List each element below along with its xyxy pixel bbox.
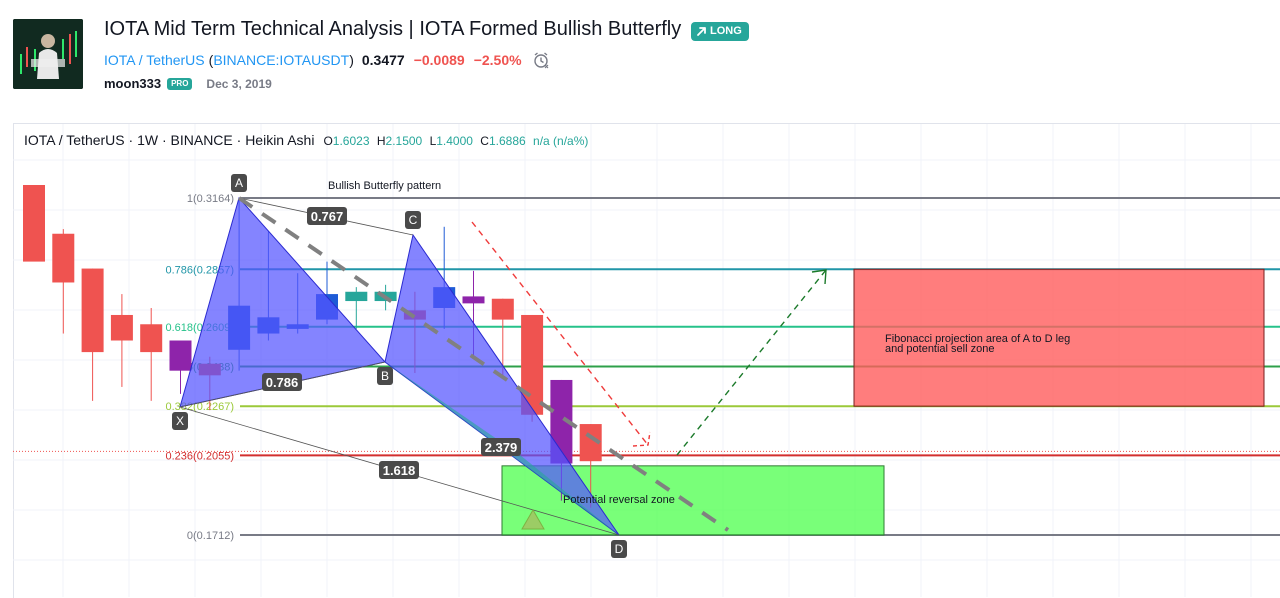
chart-legend: IOTA / TetherUS · 1W · BINANCE · Heikin … xyxy=(24,132,588,148)
ratio-label: 0.786 xyxy=(262,373,302,391)
point-label-text: B xyxy=(381,369,389,383)
candle-body xyxy=(140,324,162,352)
sell-zone-label-line2: and potential sell zone xyxy=(885,343,994,355)
point-label-text: X xyxy=(176,414,184,428)
pattern-title: Bullish Butterfly pattern xyxy=(328,180,441,192)
point-b: B xyxy=(377,367,393,385)
candle-body xyxy=(463,296,485,303)
candle-body xyxy=(492,299,514,320)
fib-level-label: 0(0.1712) xyxy=(187,530,234,542)
point-c: C xyxy=(405,211,421,229)
candle-body xyxy=(23,185,45,262)
change-na: n/a (n/a%) xyxy=(533,134,588,148)
ratio-label-text: 0.786 xyxy=(266,375,299,390)
high-value: 2.1500 xyxy=(386,134,423,148)
open-label: O xyxy=(323,134,332,148)
point-a: A xyxy=(231,174,247,192)
ratio-label: 1.618 xyxy=(379,461,419,479)
open-value: 1.6023 xyxy=(333,134,370,148)
reversal-zone-label: Potential reversal zone xyxy=(563,494,675,506)
close-label: C xyxy=(480,134,489,148)
close-value: 1.6886 xyxy=(489,134,526,148)
fib-level-label: 0.236(0.2055) xyxy=(166,450,235,462)
chart-symbol-info: IOTA / TetherUS · 1W · BINANCE · Heikin … xyxy=(24,132,314,148)
projection-down-arrowhead xyxy=(633,432,650,446)
candle-body xyxy=(52,234,74,283)
ohlc-values: O1.6023 H2.1500 L1.4000 C1.6886 n/a (n/a… xyxy=(323,134,588,148)
high-label: H xyxy=(377,134,386,148)
ratio-label-text: 0.767 xyxy=(311,209,344,224)
fib-level-label: 1(0.3164) xyxy=(187,193,234,205)
ratio-label-text: 1.618 xyxy=(383,463,416,478)
point-label-text: D xyxy=(615,542,624,556)
low-value: 1.4000 xyxy=(436,134,473,148)
point-x: X xyxy=(172,412,188,430)
point-label-text: A xyxy=(235,176,243,190)
ratio-label: 2.379 xyxy=(481,438,521,456)
point-label-text: C xyxy=(409,213,418,227)
candle-body xyxy=(345,292,367,301)
point-d: D xyxy=(611,540,627,558)
ratio-label: 0.767 xyxy=(307,207,347,225)
ratio-label-text: 2.379 xyxy=(485,440,518,455)
candle-body xyxy=(111,315,133,341)
candle-body xyxy=(170,341,192,371)
candle-body xyxy=(82,269,104,353)
projection-up-line xyxy=(677,270,826,455)
